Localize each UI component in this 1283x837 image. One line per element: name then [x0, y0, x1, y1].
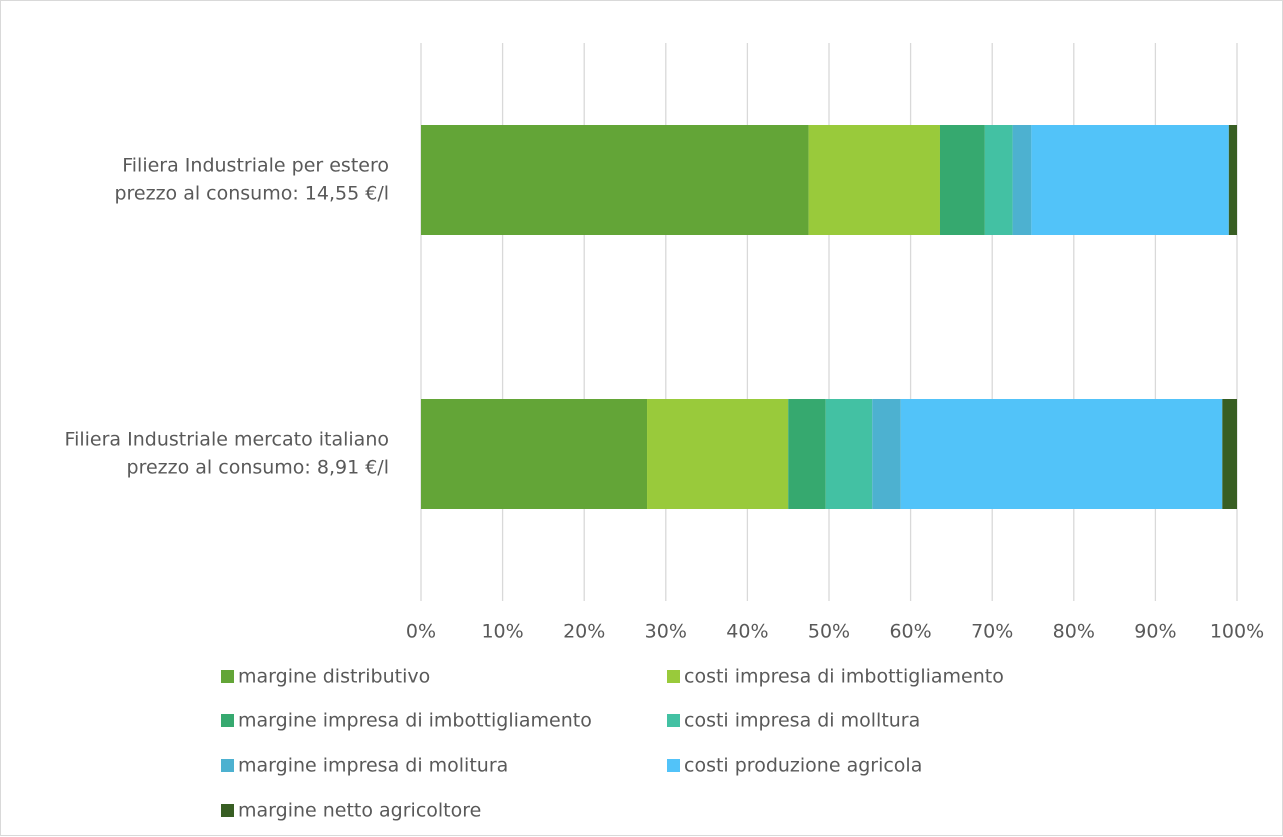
- bars: [421, 125, 1237, 509]
- bar-segment: [1031, 125, 1229, 235]
- legend-swatch: [221, 670, 234, 683]
- bar-segment: [647, 399, 789, 509]
- x-tick-label: 80%: [1053, 621, 1095, 643]
- x-tick-label: 100%: [1210, 621, 1264, 643]
- legend-swatch: [667, 670, 680, 683]
- category-label: Filiera Industriale mercato italiano: [65, 429, 389, 451]
- category-label: prezzo al consumo: 8,91 €/l: [127, 457, 389, 479]
- x-tick-label: 60%: [889, 621, 931, 643]
- bar-segment: [421, 399, 648, 509]
- legend-swatch: [667, 759, 680, 772]
- x-tick-label: 50%: [808, 621, 850, 643]
- bar-segment: [900, 399, 1223, 509]
- bar-segment: [872, 399, 901, 509]
- legend-label: costi impresa di imbottigliamento: [684, 666, 1004, 688]
- legend-swatch: [667, 714, 680, 727]
- legend-label: margine impresa di molitura: [238, 755, 508, 777]
- legend: margine distributivo costi impresa di imb…: [221, 666, 1004, 822]
- x-tick-label: 40%: [726, 621, 768, 643]
- legend-swatch: [221, 759, 234, 772]
- bar-segment: [1228, 125, 1237, 235]
- x-tick-label: 10%: [481, 621, 523, 643]
- bar-segment: [825, 399, 873, 509]
- legend-swatch: [221, 804, 234, 817]
- category-label: Filiera Industriale per estero: [122, 155, 389, 177]
- x-axis-tick-labels: 0% 10% 20% 30% 40% 50% 60% 70% 80% 90% 100%: [406, 621, 1264, 643]
- bar-segment: [788, 399, 826, 509]
- bar-segment: [984, 125, 1013, 235]
- legend-label: costi impresa di molltura: [684, 710, 920, 732]
- legend-swatch: [221, 714, 234, 727]
- legend-label: margine distributivo: [238, 666, 430, 688]
- category-label: prezzo al consumo: 14,55 €/l: [114, 183, 389, 205]
- legend-label: costi produzione agricola: [684, 755, 922, 777]
- x-tick-label: 20%: [563, 621, 605, 643]
- x-tick-label: 30%: [645, 621, 687, 643]
- x-tick-label: 70%: [971, 621, 1013, 643]
- x-tick-label: 0%: [406, 621, 436, 643]
- legend-label: margine netto agricoltore: [238, 800, 481, 822]
- bar-segment: [939, 125, 985, 235]
- bar-segment: [421, 125, 809, 235]
- legend-label: margine impresa di imbottigliamento: [238, 710, 592, 732]
- bar-segment: [808, 125, 940, 235]
- bar-segment: [1012, 125, 1032, 235]
- bar-segment: [1222, 399, 1237, 509]
- x-tick-label: 90%: [1134, 621, 1176, 643]
- y-axis-category-labels: Filiera Industriale per estero prezzo al …: [65, 155, 389, 479]
